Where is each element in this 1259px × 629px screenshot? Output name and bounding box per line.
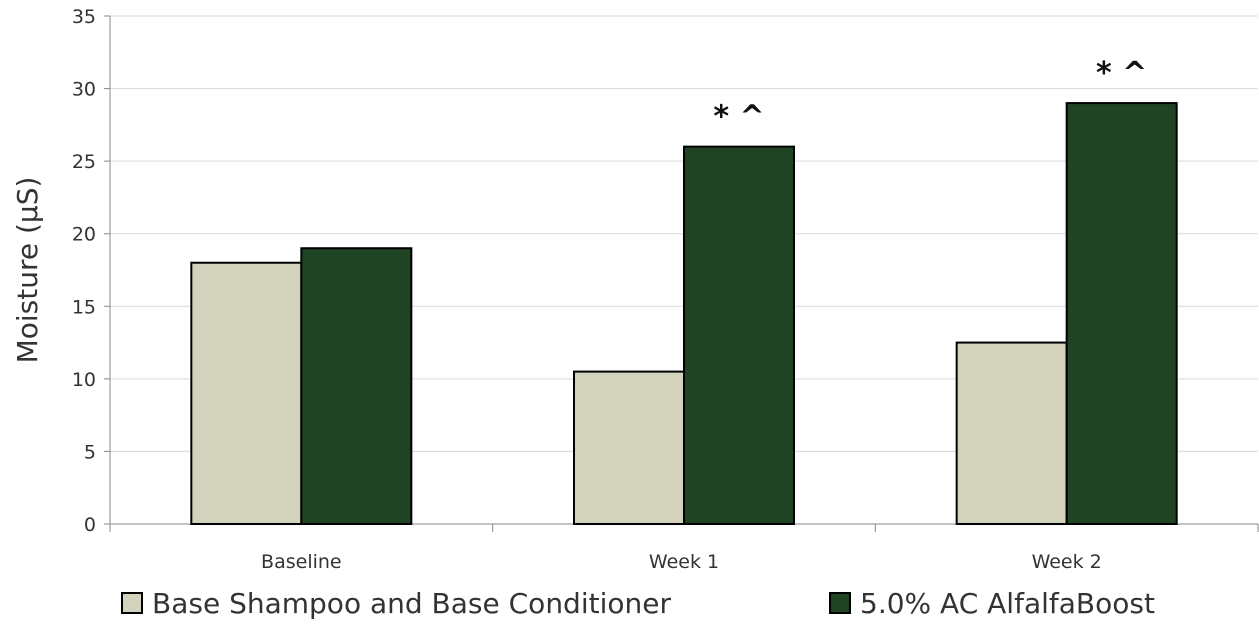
significance-marker: * ^ xyxy=(1096,56,1147,91)
legend-swatch xyxy=(829,592,851,614)
bar-alfalfaboost-week-2 xyxy=(1065,102,1178,525)
bar-base-baseline xyxy=(190,261,303,525)
legend-swatch xyxy=(121,592,143,614)
bar-base-week-2 xyxy=(955,341,1068,526)
bar-base-week-1 xyxy=(573,370,685,525)
significance-marker: * ^ xyxy=(713,100,764,135)
y-tick-label: 5 xyxy=(84,441,96,463)
bar-alfalfaboost-week-1 xyxy=(683,145,795,525)
y-tick-label: 20 xyxy=(72,224,96,246)
annotations: * ^ * ^ xyxy=(713,56,1147,135)
bars xyxy=(190,102,1178,526)
y-tick-label: 0 xyxy=(84,514,96,536)
bar-alfalfaboost-baseline xyxy=(300,247,413,525)
x-tick-label: Baseline xyxy=(261,551,342,573)
legend: Base Shampoo and Base Conditioner 5.0% AC… xyxy=(121,587,1155,620)
y-tick-label: 30 xyxy=(72,79,96,101)
x-tick-label: Week 2 xyxy=(1032,551,1102,573)
legend-label: 5.0% AC AlfalfaBoost xyxy=(860,587,1155,620)
legend-label: Base Shampoo and Base Conditioner xyxy=(152,587,671,620)
y-tick-label: 10 xyxy=(72,369,96,391)
y-tick-label: 35 xyxy=(72,6,96,28)
x-tick-label: Week 1 xyxy=(649,551,719,573)
y-tick-label: 25 xyxy=(72,151,96,173)
y-tick-label: 15 xyxy=(72,296,96,318)
y-axis-label: Moisture (µS) xyxy=(11,177,44,364)
